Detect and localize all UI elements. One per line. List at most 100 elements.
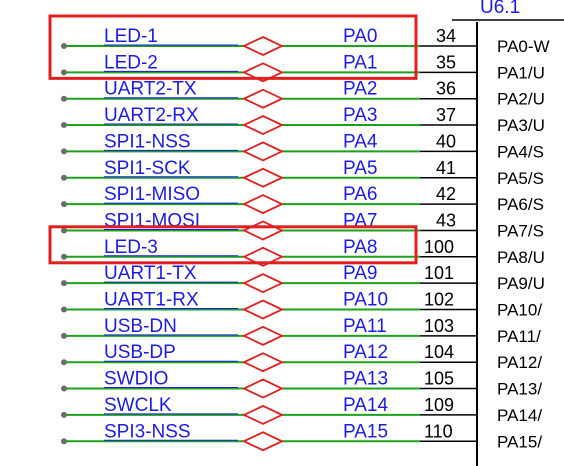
chip-pin-name: PA4/S [497,142,544,161]
net-row [61,194,477,215]
port-label: PA10 [343,290,388,311]
junction-dot [61,95,67,102]
pin-number: 110 [424,421,453,441]
net-label: UART2-TX [104,79,197,100]
port-label: PA15 [343,421,388,442]
pin-number: 109 [424,395,454,415]
net-label: SPI1-SCK [104,158,191,179]
port-label: PA13 [343,369,388,390]
chip-pin-name: PA1/U [497,63,545,82]
net-row [61,141,477,162]
net-row [61,88,477,109]
junction-dot [61,280,67,287]
highlight-box [48,14,418,80]
net-row [61,404,477,425]
junction-dot [61,359,67,366]
chip-pin-name: PA0-W [497,37,550,56]
net-label: UART2-RX [104,105,199,126]
pin-number: 43 [436,210,456,230]
chip-pin-name: PA7/S [497,221,544,240]
bidirectional-port-icon [241,378,285,399]
highlight-boxes [48,14,418,265]
pin-number: 105 [424,369,454,389]
chip-pin-name: PA6/S [497,195,544,214]
net-label: LED-1 [104,26,158,47]
pin-number: 101 [424,263,454,283]
bidirectional-port-icon [241,36,285,56]
pin-number: 42 [436,184,456,204]
chip-title: U6.1 [480,0,520,18]
chip-pin-name: PA14/ [497,406,542,425]
net-row [61,273,477,294]
chip-pin-name: PA3/U [497,116,545,135]
net-label: SPI3-NSS [104,421,191,442]
chip-body: U6.1 [452,0,564,466]
junction-dot [61,306,67,313]
port-label: PA0 [343,26,378,47]
chip-pin-name: PA10/ [497,301,542,320]
chip-pin-name: PA5/S [497,169,544,188]
chip-pin-name: PA8/U [497,248,545,267]
port-label: PA11 [343,316,387,337]
bidirectional-port-icon [241,325,285,346]
net-row [61,167,477,188]
net-label: USB-DN [104,316,177,337]
net-label: SWDIO [104,369,168,390]
junction-dot [61,385,67,392]
wires-layer [61,36,477,452]
port-label: PA3 [343,105,378,126]
chip-pin-name: PA13/ [497,380,542,399]
pin-number: 35 [436,52,456,72]
pin-number: 34 [436,26,456,46]
net-row [61,62,477,83]
bidirectional-port-icon [241,299,285,320]
port-label: PA2 [343,79,378,100]
port-label: PA6 [343,184,378,205]
chip-pin-name: PA15/ [497,432,542,451]
junction-dot [61,122,67,129]
port-label: PA9 [343,263,378,284]
chip-pin-name: PA11/ [497,327,541,346]
pin-number: 102 [424,290,454,310]
net-label: UART1-RX [104,290,199,311]
chip-pin-name: PA12/ [497,353,542,372]
junction-dot [61,227,67,234]
net-row [61,299,477,320]
pin-number: 37 [436,105,456,125]
pin-number: 41 [436,158,456,178]
pin-number: 104 [424,342,454,362]
net-row [61,431,477,452]
bidirectional-port-icon [241,404,285,425]
bidirectional-port-icon [241,273,285,294]
chip-pin-name: PA9/U [497,274,545,293]
junction-dot [61,148,67,155]
port-label: PA12 [343,342,388,363]
net-row [61,246,477,267]
bidirectional-port-icon [241,167,285,188]
junction-dot [61,411,67,418]
net-label: LED-2 [104,52,158,73]
labels-layer: LED-1 PA0 34 PA0-W LED-2 PA1 35 PA1/U UART2-TX PA… [104,26,550,451]
net-row [61,115,477,136]
net-label: UART1-TX [104,263,197,284]
net-row [61,352,477,373]
pin-number: 36 [436,79,456,99]
bidirectional-port-icon [241,115,285,136]
bidirectional-port-icon [241,194,285,215]
net-label: LED-3 [104,237,158,258]
junction-dot [61,174,67,181]
junction-dot [61,253,67,260]
junction-dot [61,43,67,49]
bidirectional-port-icon [241,220,285,241]
junction-dot [61,69,67,76]
bidirectional-port-icon [241,88,285,109]
net-row [61,325,477,346]
port-label: PA1 [343,52,378,73]
bidirectional-port-icon [241,141,285,162]
net-label: SPI1-NSS [104,131,191,152]
bidirectional-port-icon [241,431,285,452]
net-label: SPI1-MISO [104,184,200,205]
pin-number: 100 [424,237,454,257]
